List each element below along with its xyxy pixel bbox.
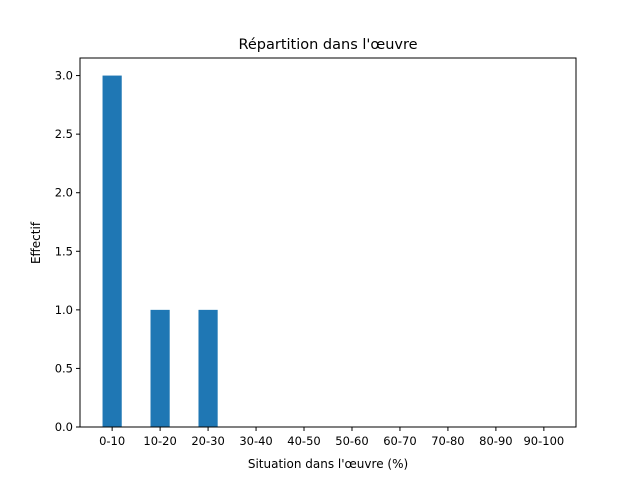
x-tick-label: 50-60 [335, 434, 368, 448]
y-tick-label: 3.0 [55, 69, 73, 83]
x-tick-label: 0-10 [99, 434, 125, 448]
y-tick-label: 1.0 [55, 303, 73, 317]
y-tick-label: 0.0 [55, 420, 73, 434]
bar-10-20 [150, 309, 170, 427]
y-tick-label: 2.5 [55, 127, 73, 141]
bar-0-10 [102, 75, 122, 428]
y-tick-label: 0.5 [55, 361, 73, 375]
bar-20-30 [198, 309, 218, 427]
y-axis-label: Effectif [29, 221, 43, 264]
x-tick-label: 10-20 [143, 434, 176, 448]
x-tick-label: 80-90 [479, 434, 512, 448]
x-tick-label: 70-80 [431, 434, 464, 448]
y-tick-label: 2.0 [55, 186, 73, 200]
x-tick-label: 90-100 [523, 434, 564, 448]
x-tick-label: 20-30 [191, 434, 224, 448]
y-tick-label: 1.5 [55, 244, 73, 258]
x-tick-label: 40-50 [287, 434, 320, 448]
x-axis-label: Situation dans l'œuvre (%) [248, 457, 408, 471]
x-tick-label: 30-40 [239, 434, 272, 448]
chart-title: Répartition dans l'œuvre [238, 37, 417, 53]
plot-frame [79, 57, 577, 428]
x-tick-label: 60-70 [383, 434, 416, 448]
